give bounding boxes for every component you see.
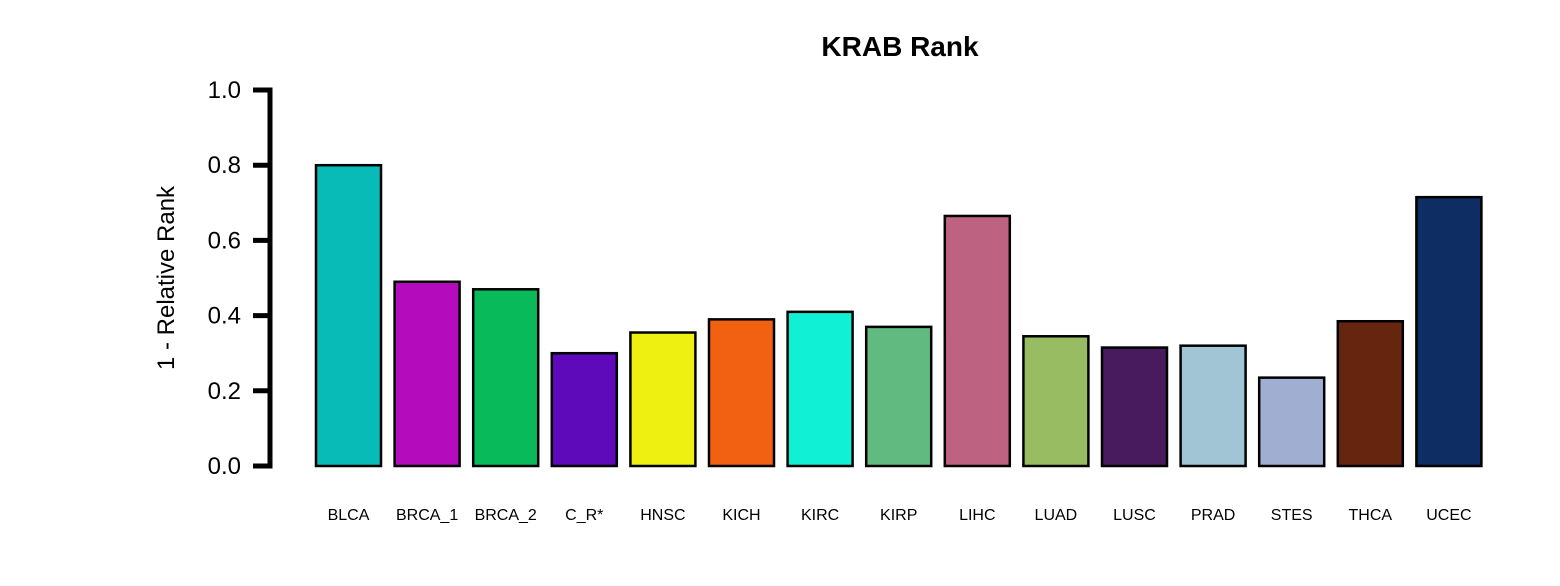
y-tick-label: 1.0: [208, 77, 241, 104]
x-tick-label: KIRC: [801, 507, 839, 524]
x-tick-label: STES: [1271, 507, 1313, 524]
x-tick-label: LIHC: [959, 507, 995, 524]
x-tick-label: BLCA: [328, 507, 370, 524]
bar-thca: [1336, 319, 1405, 468]
bar-brca-2: [471, 288, 540, 468]
x-tick-label: HNSC: [640, 507, 685, 524]
y-tick-label: 0.0: [208, 453, 241, 480]
bars: [314, 163, 1483, 468]
x-tick-labels: BLCA BRCA_1 BRCA_2 C_R* HNSC KICH KIRC KIRP LIHC…: [328, 507, 1472, 524]
x-tick-label: BRCA_2: [475, 507, 537, 524]
x-tick-label: KICH: [722, 507, 760, 524]
x-tick-label: KIRP: [880, 507, 917, 524]
bar-blca: [314, 163, 383, 468]
bar-c-r: [550, 351, 619, 468]
chart-title: KRAB Rank: [821, 31, 979, 62]
y-axis: 0.0 0.2 0.4 0.6 0.8 1.0: [208, 77, 273, 480]
x-tick-label: LUSC: [1113, 507, 1156, 524]
y-axis-label: 1 - Relative Rank: [153, 185, 180, 370]
y-tick-label: 0.6: [208, 227, 241, 254]
bar-kirp: [864, 325, 933, 468]
x-tick-label: UCEC: [1426, 507, 1471, 524]
bar-lusc: [1100, 346, 1169, 468]
y-tick-label: 0.2: [208, 378, 241, 405]
bar-prad: [1179, 344, 1247, 468]
bar-ucec: [1415, 195, 1483, 468]
x-tick-label: BRCA_1: [396, 507, 458, 524]
y-tick-label: 0.8: [208, 152, 241, 179]
x-tick-label: PRAD: [1191, 507, 1235, 524]
bar-brca-1: [393, 280, 461, 468]
bar-luad: [1022, 335, 1090, 468]
bar-stes: [1257, 376, 1326, 468]
x-tick-label: LUAD: [1035, 507, 1078, 524]
bar-kich: [707, 318, 776, 468]
y-tick-label: 0.4: [208, 303, 241, 330]
x-tick-label: THCA: [1349, 507, 1393, 524]
bar-hnsc: [629, 331, 697, 468]
bar-lihc: [943, 214, 1012, 468]
x-tick-label: C_R*: [565, 507, 603, 524]
bar-kirc: [786, 310, 854, 468]
